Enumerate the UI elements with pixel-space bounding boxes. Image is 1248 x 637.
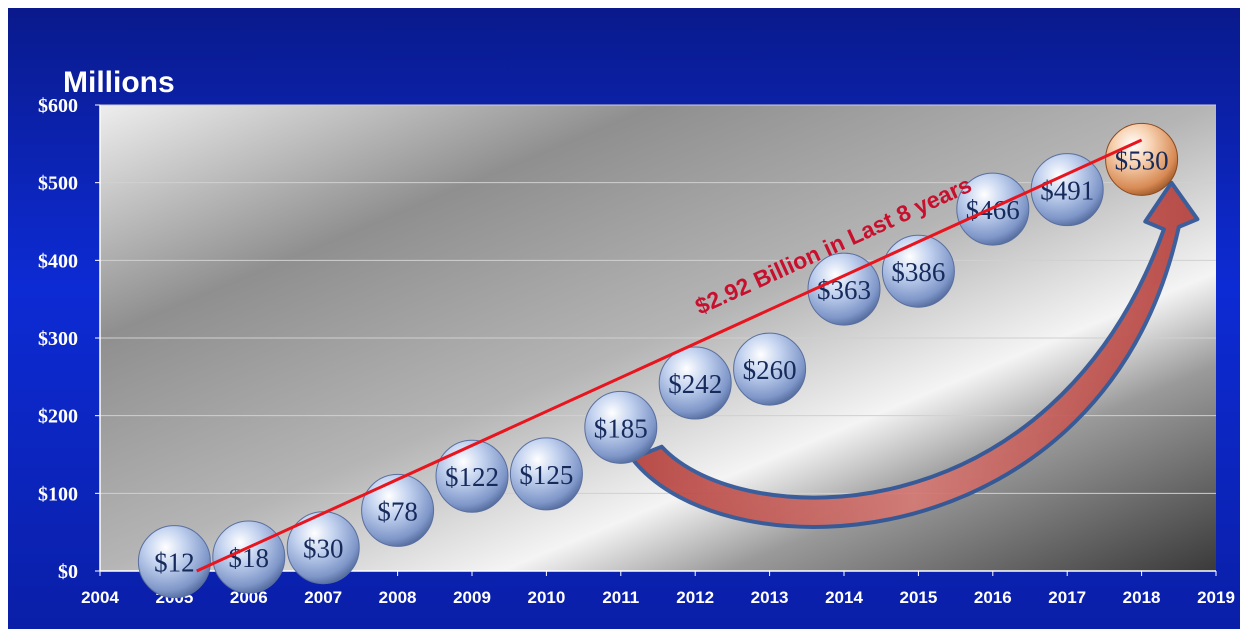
- y-tick-label: $0: [58, 561, 78, 583]
- x-tick-label: 2016: [974, 588, 1012, 607]
- data-label: $78: [377, 496, 418, 526]
- data-label: $260: [743, 355, 797, 385]
- x-tick-label: 2014: [825, 588, 863, 607]
- y-tick-label: $500: [38, 173, 78, 195]
- x-tick-label: 2018: [1123, 588, 1161, 607]
- x-tick-label: 2017: [1048, 588, 1086, 607]
- data-point: [509, 437, 583, 511]
- data-point: [881, 234, 955, 308]
- trend-line: [196, 138, 1143, 573]
- y-tick-label: $600: [38, 95, 78, 117]
- data-label: $12: [154, 548, 195, 578]
- data-point: [361, 473, 435, 547]
- x-tick-label: 2012: [676, 588, 714, 607]
- data-label: $185: [594, 413, 648, 443]
- x-tick-label: 2006: [230, 588, 268, 607]
- data-point: [435, 439, 509, 513]
- data-point: [584, 390, 658, 464]
- data-label: $491: [1040, 176, 1094, 206]
- x-tick-label: 2013: [751, 588, 789, 607]
- chart-slide: Millions: [8, 8, 1240, 629]
- y-tick-label: $300: [38, 328, 78, 350]
- data-label: $530: [1115, 145, 1169, 175]
- x-tick-label: 2019: [1197, 588, 1235, 607]
- data-point: [807, 252, 881, 326]
- data-label: $242: [668, 369, 722, 399]
- data-label: $125: [519, 460, 573, 490]
- y-tick-label: $200: [38, 406, 78, 428]
- curved-arrow-icon: [630, 180, 1200, 529]
- data-label: $122: [445, 462, 499, 492]
- x-tick-label: 2015: [899, 588, 937, 607]
- data-label: $30: [303, 534, 344, 564]
- unit-label: Millions: [63, 66, 175, 99]
- x-tick-label: 2011: [602, 588, 639, 607]
- data-point: [733, 332, 807, 406]
- x-tick-label: 2007: [304, 588, 342, 607]
- chart-canvas: $0$100$200$300$400$500$60020042005200620…: [38, 95, 1235, 607]
- x-tick-label: 2010: [527, 588, 565, 607]
- y-tick-label: $100: [38, 483, 78, 505]
- x-tick-label: 2009: [453, 588, 491, 607]
- data-point: [658, 346, 732, 420]
- x-tick-label: 2008: [379, 588, 417, 607]
- y-tick-label: $400: [38, 250, 78, 272]
- data-point-highlight: [1105, 122, 1179, 196]
- data-label: $363: [817, 275, 871, 305]
- data-point: [137, 525, 211, 599]
- data-label: $386: [891, 257, 945, 287]
- x-tick-label: 2004: [81, 588, 119, 607]
